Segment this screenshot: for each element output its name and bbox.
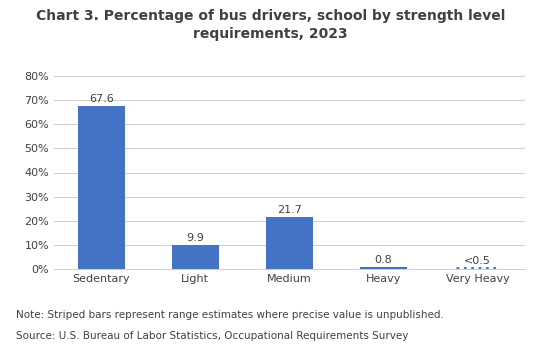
Text: 0.8: 0.8 bbox=[375, 255, 392, 265]
Bar bbox=[171, 245, 219, 269]
Bar bbox=[78, 106, 124, 269]
Text: 67.6: 67.6 bbox=[89, 94, 114, 104]
Text: <0.5: <0.5 bbox=[464, 256, 491, 266]
Bar bbox=[360, 267, 407, 269]
Text: Note: Striped bars represent range estimates where precise value is unpublished.: Note: Striped bars represent range estim… bbox=[16, 310, 444, 321]
Text: Source: U.S. Bureau of Labor Statistics, Occupational Requirements Survey: Source: U.S. Bureau of Labor Statistics,… bbox=[16, 331, 408, 341]
Bar bbox=[266, 217, 313, 269]
Text: Chart 3. Percentage of bus drivers, school by strength level
requirements, 2023: Chart 3. Percentage of bus drivers, scho… bbox=[36, 9, 505, 41]
Text: 21.7: 21.7 bbox=[277, 205, 302, 215]
Text: 9.9: 9.9 bbox=[186, 233, 204, 243]
